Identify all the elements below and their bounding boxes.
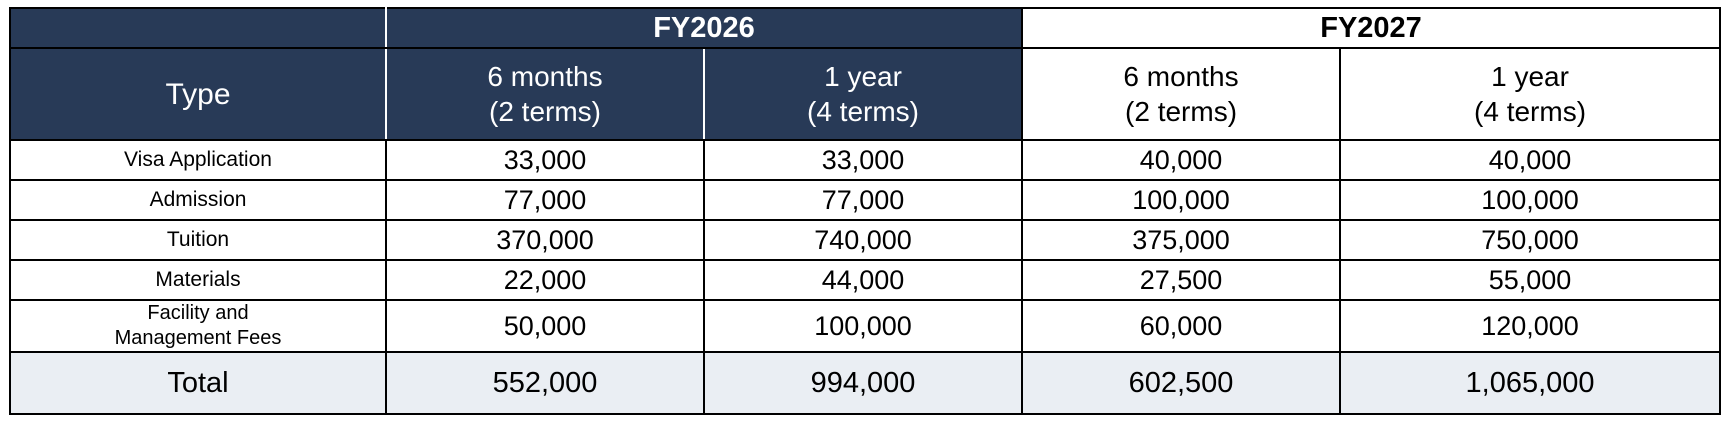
table-cell: 60,000 [1021, 299, 1342, 353]
year-header-row: FY2026 FY2027 [9, 7, 1722, 49]
table-cell: 77,000 [385, 179, 705, 221]
table-cell: 100,000 [1339, 179, 1722, 221]
table-cell: 50,000 [385, 299, 705, 353]
period-header-row: Type 6 months (2 terms) 1 year (4 terms)… [9, 47, 1722, 141]
total-cell: 994,000 [702, 351, 1024, 415]
total-cell: 552,000 [385, 351, 705, 415]
period-header-fy2026-6m: 6 months (2 terms) [385, 47, 705, 141]
table-cell: 100,000 [702, 299, 1024, 353]
row-label: Visa Application [9, 139, 387, 181]
table-cell: 375,000 [1021, 219, 1342, 261]
row-label-line: Management Fees [114, 327, 282, 349]
table-cell: 740,000 [702, 219, 1024, 261]
corner-cell [9, 7, 387, 49]
table-cell: 33,000 [385, 139, 705, 181]
table-cell: 22,000 [385, 259, 705, 301]
total-label: Total [9, 351, 387, 415]
period-header-fy2026-1y: 1 year (4 terms) [702, 47, 1024, 141]
table-cell: 750,000 [1339, 219, 1722, 261]
table-cell: 120,000 [1339, 299, 1722, 353]
table-cell: 27,500 [1021, 259, 1342, 301]
table-row-facility-management: Facility and Management Fees 50,000 100,… [9, 299, 1722, 353]
type-header: Type [9, 47, 387, 141]
row-label-line: Facility and [147, 302, 249, 324]
period-header-line: (4 terms) [807, 96, 919, 127]
table-cell: 55,000 [1339, 259, 1722, 301]
period-header-line: 6 months [487, 61, 603, 92]
table-cell: 33,000 [702, 139, 1024, 181]
table-cell: 370,000 [385, 219, 705, 261]
table-row-admission: Admission 77,000 77,000 100,000 100,000 [9, 179, 1722, 221]
total-cell: 1,065,000 [1339, 351, 1722, 415]
table-row-total: Total 552,000 994,000 602,500 1,065,000 [9, 351, 1722, 415]
period-header-line: (2 terms) [489, 96, 601, 127]
table-cell: 77,000 [702, 179, 1024, 221]
year-header-fy2026: FY2026 [384, 7, 1024, 49]
period-header-line: (2 terms) [1125, 96, 1238, 127]
year-header-fy2027: FY2027 [1021, 7, 1722, 49]
row-label: Admission [9, 179, 387, 221]
period-header-line: (4 terms) [1474, 96, 1587, 127]
table-row-visa-application: Visa Application 33,000 33,000 40,000 40… [9, 139, 1722, 181]
total-cell: 602,500 [1021, 351, 1342, 415]
period-header-fy2027-6m: 6 months (2 terms) [1021, 47, 1342, 141]
table-cell: 40,000 [1021, 139, 1342, 181]
row-label: Facility and Management Fees [9, 299, 387, 353]
table-cell: 100,000 [1021, 179, 1342, 221]
table-cell: 44,000 [702, 259, 1024, 301]
period-header-line: 6 months [1123, 61, 1239, 92]
period-header-line: 1 year [824, 61, 902, 92]
row-label: Tuition [9, 219, 387, 261]
period-header-fy2027-1y: 1 year (4 terms) [1339, 47, 1722, 141]
fee-table: FY2026 FY2027 Type 6 months (2 terms) 1 … [9, 7, 1722, 415]
period-header-line: 1 year [1491, 61, 1569, 92]
table-row-tuition: Tuition 370,000 740,000 375,000 750,000 [9, 219, 1722, 261]
row-label: Materials [9, 259, 387, 301]
table-row-materials: Materials 22,000 44,000 27,500 55,000 [9, 259, 1722, 301]
table-cell: 40,000 [1339, 139, 1722, 181]
